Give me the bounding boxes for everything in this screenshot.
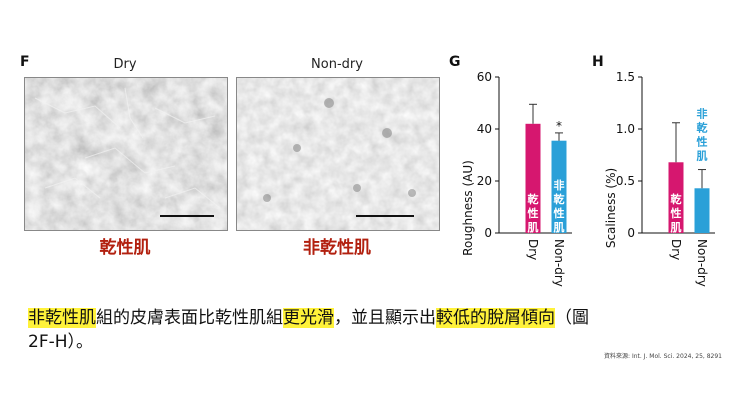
caption-text: 組的皮膚表面比乾性肌組 xyxy=(96,308,283,328)
caption: 非乾性肌組的皮膚表面比乾性肌組更光滑，並且顯示出較低的脫屑傾向（圖 2F-H）。 xyxy=(28,306,688,354)
nondry-scale-bar xyxy=(356,215,414,217)
panel-h-letter: H xyxy=(592,54,604,70)
y-tick-label: 1.5 xyxy=(616,70,635,84)
bar-label: 乾性肌 xyxy=(670,192,682,234)
y-tick-label: 20 xyxy=(477,174,492,188)
dry-scale-bar xyxy=(160,215,214,217)
bar-label: 非乾性肌 xyxy=(553,178,565,234)
panel-g-letter: G xyxy=(449,54,461,70)
x-tick-label: Non-dry xyxy=(552,239,566,287)
bar-dry xyxy=(668,162,684,233)
roughness-chart: Roughness (AU) 0 20 40 60 乾性肌 Dry 非乾性肌 Non-dry * xyxy=(461,70,572,287)
nondry-skin-label: 非乾性肌 xyxy=(303,238,371,258)
scaliness-chart: Scaliness (%) 0 0.5 1.0 1.5 乾性肌 Dry 非乾性肌 Non-dr… xyxy=(604,70,715,287)
y-tick-label: 0 xyxy=(627,226,635,240)
bar-nondry xyxy=(551,140,567,233)
bar-label: 乾性肌 xyxy=(527,192,539,234)
panel-f-letter: F xyxy=(20,54,30,70)
x-tick-label: Dry xyxy=(526,239,540,260)
y-axis-label: Roughness (AU) xyxy=(461,160,475,256)
dry-image-title: Dry xyxy=(113,57,137,72)
y-tick-label: 0 xyxy=(484,226,492,240)
bar-dry xyxy=(525,123,541,233)
y-tick-label: 1.0 xyxy=(616,122,635,136)
caption-text: （圖 xyxy=(555,308,589,328)
dry-skin-image xyxy=(24,77,228,231)
y-tick-label: 60 xyxy=(477,70,492,84)
caption-highlight-nondry: 非乾性肌 xyxy=(28,308,96,328)
x-tick-label: Dry xyxy=(669,239,683,260)
nondry-skin-image xyxy=(236,77,440,231)
source-citation: 資料來源: Int. J. Mol. Sci. 2024, 25, 8291 xyxy=(604,353,722,360)
bar-nondry xyxy=(694,188,710,233)
x-tick-label: Non-dry xyxy=(695,239,709,287)
y-axis-label: Scaliness (%) xyxy=(604,168,618,248)
caption-text: ，並且顯示出 xyxy=(334,308,436,328)
y-tick-label: 0.5 xyxy=(616,174,635,188)
significance-marker: * xyxy=(556,119,562,133)
caption-text: 2F-H）。 xyxy=(28,332,94,352)
y-tick-label: 40 xyxy=(477,122,492,136)
caption-highlight-scaling: 較低的脫屑傾向 xyxy=(436,308,555,328)
nondry-image-title: Non-dry xyxy=(311,57,363,72)
bar-label: 非乾性肌 xyxy=(696,107,708,163)
caption-highlight-smoother: 更光滑 xyxy=(283,308,334,328)
dry-skin-label: 乾性肌 xyxy=(99,238,151,258)
